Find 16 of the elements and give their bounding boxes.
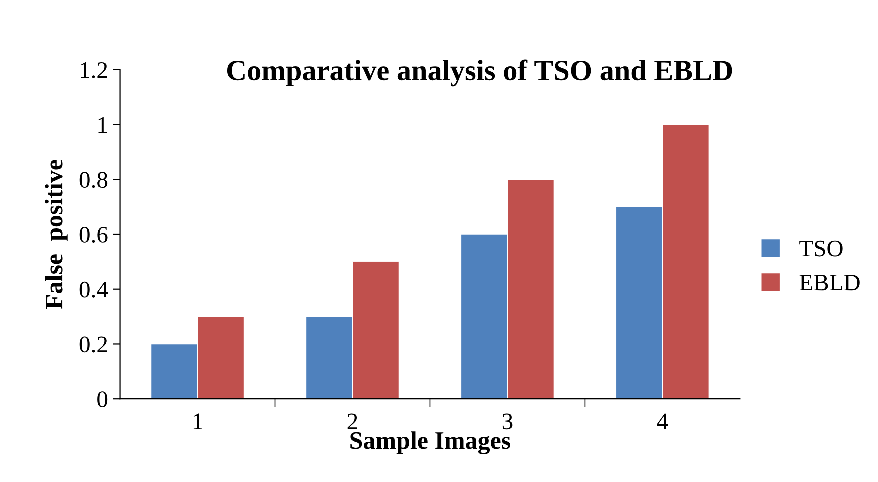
y-tick-label: 0.6 — [80, 226, 108, 244]
x-tick-label: 1 — [194, 414, 202, 430]
legend-label: EBLD — [800, 275, 860, 291]
y-tick-label: 0.2 — [80, 336, 108, 353]
y-axis-title: False positive — [45, 160, 68, 310]
y-tick-label: 1.2 — [81, 62, 108, 78]
y-tick-label: 0.8 — [80, 172, 108, 188]
x-axis-title: Sample Images — [350, 432, 511, 454]
y-tick-label: 0 — [98, 392, 108, 408]
x-tick-label: 2 — [348, 414, 358, 430]
x-tick-label: 3 — [502, 414, 513, 430]
chart-title: Comparative analysis of TSO and EBLD — [227, 60, 732, 87]
y-tick-label: 1 — [98, 117, 108, 133]
legend-label: TSO — [800, 240, 843, 257]
y-tick-label: 0.4 — [80, 282, 108, 298]
x-tick-label: 4 — [657, 414, 668, 430]
